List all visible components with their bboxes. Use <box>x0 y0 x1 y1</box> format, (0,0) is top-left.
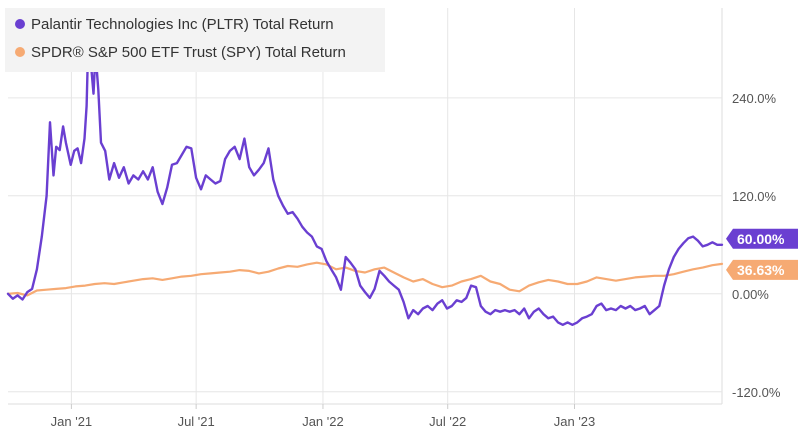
y-tick-label: 240.0% <box>732 91 777 106</box>
end-label-layer: 60.00% 36.63% <box>726 228 798 280</box>
legend: Palantir Technologies Inc (PLTR) Total R… <box>5 8 385 72</box>
y-tick-label: -120.0% <box>732 385 781 400</box>
x-tick-label: Jan '23 <box>554 414 596 429</box>
legend-swatch-spy <box>15 47 25 57</box>
x-tick-label: Jul '21 <box>178 414 215 429</box>
x-tick-label: Jan '21 <box>51 414 93 429</box>
legend-label-spy: SPDR® S&P 500 ETF Trust (SPY) Total Retu… <box>31 43 346 61</box>
series-layer <box>6 27 724 326</box>
pltr-end-value: 60.00% <box>737 231 785 247</box>
axis-layer: 240.0% 120.0% 0.00% -120.0% Jan '21 Jul '21 Ja… <box>51 91 781 429</box>
spy-end-badge-bg <box>726 259 798 280</box>
spy-end-value: 36.63% <box>737 262 785 278</box>
spy-line <box>6 261 724 297</box>
pltr-end-badge: 60.00% <box>726 228 798 249</box>
y-tick-label: 0.00% <box>732 287 769 302</box>
x-tick-label: Jan '22 <box>302 414 344 429</box>
pltr-line <box>6 27 724 326</box>
legend-swatch-pltr <box>15 19 25 29</box>
x-tick-label: Jul '22 <box>429 414 466 429</box>
y-tick-label: 120.0% <box>732 189 777 204</box>
legend-label-pltr: Palantir Technologies Inc (PLTR) Total R… <box>31 15 334 33</box>
pltr-end-badge-bg <box>726 228 798 249</box>
legend-item-pltr[interactable]: Palantir Technologies Inc (PLTR) Total R… <box>15 12 375 36</box>
spy-end-badge: 36.63% <box>726 259 798 280</box>
legend-item-spy[interactable]: SPDR® S&P 500 ETF Trust (SPY) Total Retu… <box>15 40 375 64</box>
